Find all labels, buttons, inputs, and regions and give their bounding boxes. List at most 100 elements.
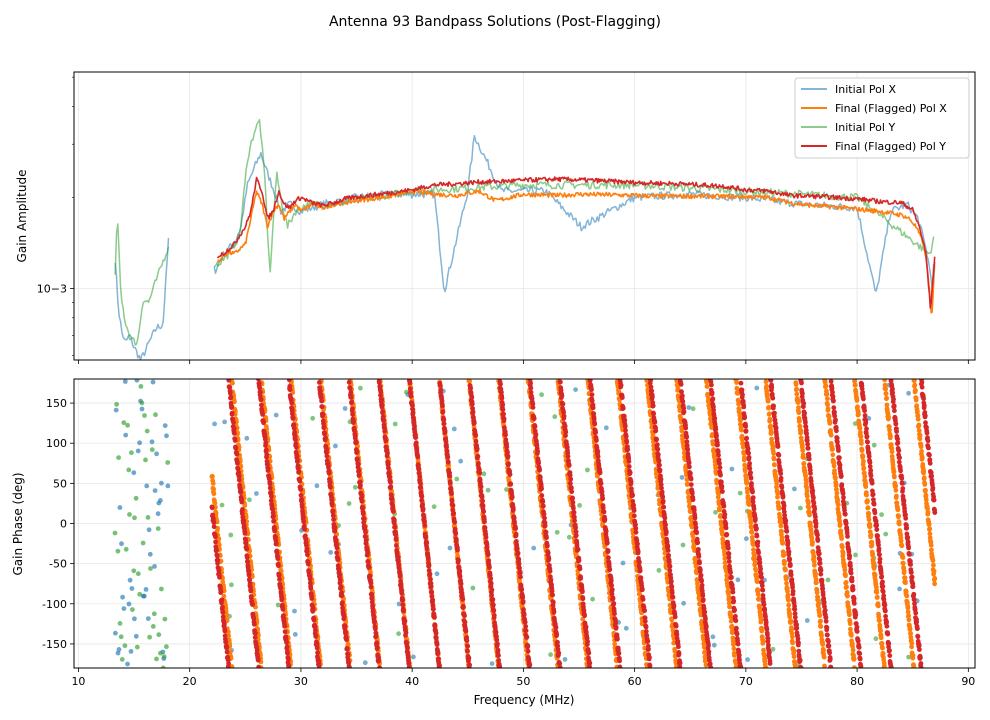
phase-point-final-x <box>764 383 769 389</box>
phase-point-final-y <box>271 513 276 519</box>
phase-point-final-y <box>519 587 525 593</box>
phase-point-final-y <box>375 644 380 650</box>
phase-point-final-y <box>302 526 308 532</box>
phase-point-final-y <box>450 503 456 508</box>
phase-point-final-x <box>767 411 772 417</box>
phase-point-final-x <box>700 628 706 634</box>
phase-point-initial-x <box>531 545 537 551</box>
phase-point-final-x <box>694 577 700 582</box>
phase-point-initial-y <box>275 602 281 608</box>
phase-point-initial-x <box>562 657 568 662</box>
phase-point-final-x <box>877 618 882 623</box>
phase-point-final-y <box>248 588 254 594</box>
phase-point-final-y <box>296 468 302 474</box>
phase-point-final-y <box>631 513 637 519</box>
phase-point-initial-y <box>577 503 582 508</box>
phase-point-initial-y <box>713 509 718 515</box>
phase-point-initial-y <box>485 487 491 493</box>
phase-point-final-x <box>722 556 728 561</box>
phase-point-initial-y <box>396 631 401 637</box>
phase-point-final-y <box>539 486 544 492</box>
phase-point-initial-x <box>162 423 168 428</box>
phase-point-final-y <box>440 403 445 409</box>
phase-point-final-x <box>866 517 872 523</box>
phase-point-final-x <box>785 588 790 594</box>
phase-point-final-y <box>469 395 475 400</box>
phase-point-final-y <box>393 536 399 541</box>
phase-point-final-y <box>535 448 540 454</box>
phase-point-final-y <box>608 578 614 584</box>
phase-point-final-y <box>356 468 362 474</box>
phase-point-final-x <box>752 560 758 565</box>
phase-point-final-x <box>725 584 731 590</box>
phase-point-final-x <box>817 613 823 618</box>
phase-point-final-x <box>774 484 779 490</box>
phase-point-initial-x <box>396 601 402 607</box>
phase-point-final-y <box>246 572 252 578</box>
phase-point-final-x <box>865 499 870 504</box>
phase-point-final-x <box>790 640 795 646</box>
phase-point-final-y <box>619 395 625 400</box>
phase-point-final-y <box>628 479 634 485</box>
phase-point-final-x <box>772 462 777 468</box>
phase-point-final-y <box>570 500 576 505</box>
phase-point-final-y <box>549 588 555 594</box>
phase-point-final-x <box>844 584 849 590</box>
phase-point-final-y <box>539 493 545 498</box>
phase-point-final-y <box>361 516 367 521</box>
phase-point-final-y <box>436 656 441 661</box>
phase-point-final-y <box>316 663 322 668</box>
phase-point-final-x <box>910 653 916 658</box>
phase-point-final-y <box>615 636 620 642</box>
phase-point-final-y <box>321 424 327 430</box>
phase-point-final-y <box>593 430 598 435</box>
phase-point-final-x <box>242 503 248 508</box>
phase-point-final-x <box>919 448 924 454</box>
phase-point-initial-x <box>116 647 122 652</box>
phase-point-final-x <box>739 427 744 433</box>
amplitude-line-initial-y-seg0 <box>114 223 170 346</box>
phase-point-final-y <box>294 454 300 459</box>
phase-point-initial-y <box>142 413 147 418</box>
phase-point-final-y <box>336 569 342 574</box>
phase-point-final-y <box>354 449 360 455</box>
phase-point-final-x <box>825 402 830 408</box>
phase-point-final-y <box>483 534 489 540</box>
phase-point-final-y <box>612 611 617 617</box>
phase-point-final-y <box>491 608 497 614</box>
phase-point-final-y <box>220 604 225 610</box>
phase-point-final-x <box>729 623 735 629</box>
phase-point-final-y <box>521 612 527 617</box>
phase-point-final-x <box>918 444 924 450</box>
phase-point-final-x <box>932 581 937 587</box>
phase-point-final-x <box>851 656 857 662</box>
phase-point-final-x <box>893 483 899 489</box>
phase-point-final-x <box>796 405 801 410</box>
phase-point-initial-x <box>119 541 124 547</box>
phase-point-initial-x <box>623 625 629 631</box>
phase-point-final-y <box>226 661 232 666</box>
phase-point-final-x <box>899 543 905 549</box>
phase-point-final-y <box>257 385 263 391</box>
phase-point-final-y <box>361 520 367 525</box>
phase-point-initial-x <box>152 488 158 493</box>
phase-point-final-y <box>504 444 510 450</box>
phase-point-final-x <box>859 447 865 453</box>
phase-point-final-y <box>532 424 538 429</box>
phase-point-final-x <box>833 475 838 481</box>
phase-point-final-y <box>359 498 365 504</box>
phase-point-final-x <box>931 562 936 568</box>
phase-point-final-y <box>465 648 470 654</box>
phase-point-final-y <box>630 492 635 498</box>
phase-point-final-y <box>344 637 349 642</box>
phase-point-final-y <box>290 415 296 421</box>
phase-point-final-x <box>746 502 752 507</box>
phase-point-final-y <box>211 524 217 530</box>
phase-point-final-x <box>750 542 756 547</box>
phase-point-final-y <box>559 393 565 399</box>
phase-point-final-x <box>820 642 826 647</box>
amplitude-axes-frame <box>73 71 976 361</box>
phase-point-final-x <box>345 641 351 647</box>
phase-point-final-y <box>540 503 546 509</box>
phase-point-initial-y <box>148 566 153 571</box>
